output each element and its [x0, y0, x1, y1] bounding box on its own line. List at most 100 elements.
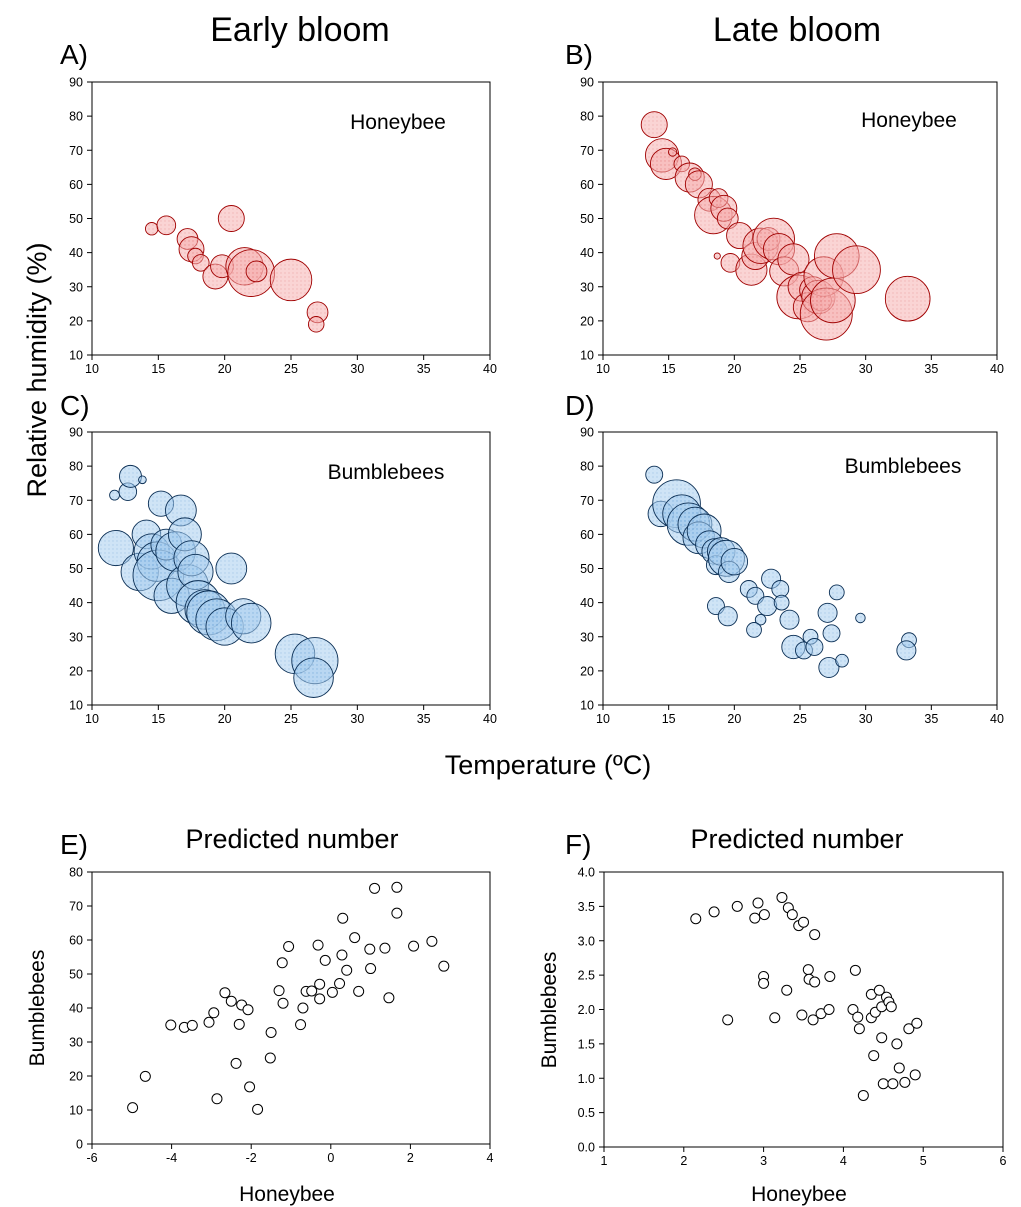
- panel-a-y-tick-label-3: 40: [69, 246, 83, 260]
- panel-a-x-tick-label-4: 30: [350, 362, 364, 376]
- panel-e-point-6: [203, 1016, 215, 1028]
- panel-f-point-12: [781, 984, 793, 996]
- panel-f-point-38: [877, 1078, 889, 1090]
- panel-f-y-tick-label-5: 2.5: [578, 969, 595, 983]
- panel-a-plot: 10 15 20 25 30 35 40 10 20 30 40 50 60 70 80 90: [69, 76, 497, 377]
- panel-f-y-tick-label-6: 3.0: [578, 934, 595, 948]
- panel-c-x-tick-label-2: 20: [218, 712, 232, 726]
- panel-e-point-42: [383, 992, 395, 1004]
- panel-e-title: Predicted number: [185, 824, 398, 854]
- panel-f-point-42: [887, 1078, 899, 1090]
- panel-e-y-tick-label-2: 20: [69, 1070, 83, 1084]
- panel-c-y-tick-label-0: 10: [69, 699, 83, 713]
- panel-f-point-4: [731, 900, 743, 912]
- panel-letter-e: E): [60, 829, 88, 860]
- panel-e-point-38: [364, 943, 376, 955]
- panel-e-x-tick-label-1: -4: [166, 1151, 177, 1165]
- panel-b-y-tick-label-8: 90: [580, 76, 594, 90]
- panel-b-y-tick-label-3: 40: [580, 246, 594, 260]
- panel-e-point-47: [438, 960, 450, 972]
- panel-f-point-14: [786, 909, 798, 921]
- panel-f-x-tick-label-1: 2: [680, 1154, 687, 1168]
- panel-e-point-15: [244, 1081, 256, 1093]
- panel-f-point-30: [857, 1089, 869, 1101]
- panel-e-point-39: [365, 963, 377, 975]
- panel-e-point-43: [391, 881, 403, 893]
- panel-f-point-33: [868, 1050, 880, 1062]
- panel-f-point-17: [798, 916, 809, 928]
- panel-c-y-tick-label-5: 60: [69, 528, 83, 542]
- panel-e-y-tick-label-7: 70: [69, 900, 83, 914]
- panel-c-point-5: [97, 529, 134, 567]
- panel-b-point-4: [667, 147, 678, 157]
- panel-f-point-6: [752, 897, 764, 909]
- panel-d-point-38: [896, 640, 917, 661]
- panel-f-y-axis-title: Bumblebees: [538, 952, 561, 1069]
- panel-d-point-15: [720, 547, 749, 576]
- panel-f-x-tick-label-4: 5: [920, 1154, 927, 1168]
- panel-f-x-tick-label-5: 6: [1000, 1154, 1007, 1168]
- panel-e-point-32: [334, 978, 346, 990]
- panel-b-y-tick-label-2: 30: [580, 280, 594, 294]
- panel-e-y-tick-label-0: 0: [76, 1138, 83, 1152]
- panel-b-point-35: [832, 245, 881, 295]
- panel-d-y-tick-label-5: 60: [580, 528, 594, 542]
- panel-d-plot: 10 15 20 25 30 35 40 10 20 30 40 50 60 70 80 90: [580, 426, 1004, 727]
- panel-e-point-3: [165, 1019, 177, 1031]
- panel-d-x-tick-label-5: 35: [924, 712, 938, 726]
- panel-e-point-23: [295, 1019, 307, 1031]
- panel-e-y-tick-label-5: 50: [69, 968, 83, 982]
- panel-f-point-11: [776, 891, 788, 903]
- panel-b-y-tick-label-4: 50: [580, 212, 594, 226]
- panel-e-point-28: [314, 978, 326, 990]
- panel-c-y-tick-label-1: 20: [69, 664, 83, 678]
- panel-d-point-17: [717, 606, 738, 627]
- panel-e-point-19: [273, 985, 285, 997]
- panel-d-x-tick-label-0: 10: [596, 712, 610, 726]
- panel-b-y-tick-label-1: 20: [580, 314, 594, 328]
- panel-d-point-31: [817, 602, 838, 623]
- panel-e-y-axis-title: Bumblebees: [26, 950, 49, 1067]
- panel-d-point-25: [773, 594, 790, 611]
- panel-letter-f: F): [565, 829, 591, 860]
- panel-d-x-tick-label-3: 25: [793, 712, 807, 726]
- panel-e-y-tick-label-4: 40: [69, 1002, 83, 1016]
- panel-a-x-tick-label-2: 20: [218, 362, 232, 376]
- panel-e-point-22: [283, 940, 295, 952]
- panel-f-point-20: [807, 1014, 819, 1026]
- panel-a-x-tick-label-5: 35: [417, 362, 431, 376]
- panel-f-title: Predicted number: [690, 824, 903, 854]
- panel-e-point-27: [312, 939, 324, 951]
- panel-e-point-5: [186, 1019, 198, 1031]
- panel-e-frame: [91, 871, 491, 1145]
- panel-letter-a: A): [60, 39, 88, 70]
- panel-f-point-35: [873, 984, 885, 996]
- panel-e-point-7: [208, 1007, 220, 1019]
- panel-d-y-tick-label-3: 40: [580, 596, 594, 610]
- panel-e-point-44: [391, 907, 403, 919]
- panel-d-point-1: [645, 465, 664, 484]
- panel-e-point-35: [341, 964, 353, 976]
- panel-c-point-4: [138, 475, 147, 485]
- panel-e-point-18: [265, 1026, 277, 1038]
- panel-d-x-tick-label-4: 30: [859, 712, 873, 726]
- panel-e-point-2: [139, 1070, 151, 1082]
- panel-f-point-41: [885, 1001, 897, 1013]
- panel-c-x-tick-label-5: 35: [417, 712, 431, 726]
- panel-d-y-tick-label-6: 70: [580, 494, 594, 508]
- panel-e-point-1: [127, 1102, 139, 1114]
- panel-d-x-tick-label-2: 20: [727, 712, 741, 726]
- panel-e-x-tick-label-3: 0: [327, 1151, 334, 1165]
- panel-e-point-36: [349, 932, 361, 944]
- panel-c-y-tick-label-3: 40: [69, 596, 83, 610]
- panel-b-x-tick-label-1: 15: [662, 362, 676, 376]
- panel-d-y-tick-label-8: 90: [580, 426, 594, 440]
- panel-a-point-9: [217, 205, 245, 232]
- panel-f-y-tick-label-7: 3.5: [578, 900, 595, 914]
- panel-f-y-tick-label-8: 4.0: [578, 866, 595, 880]
- panel-f-frame: [603, 871, 1004, 1148]
- panel-f-point-44: [893, 1062, 905, 1074]
- panel-b-y-tick-label-5: 60: [580, 178, 594, 192]
- panel-f-point-8: [758, 977, 770, 989]
